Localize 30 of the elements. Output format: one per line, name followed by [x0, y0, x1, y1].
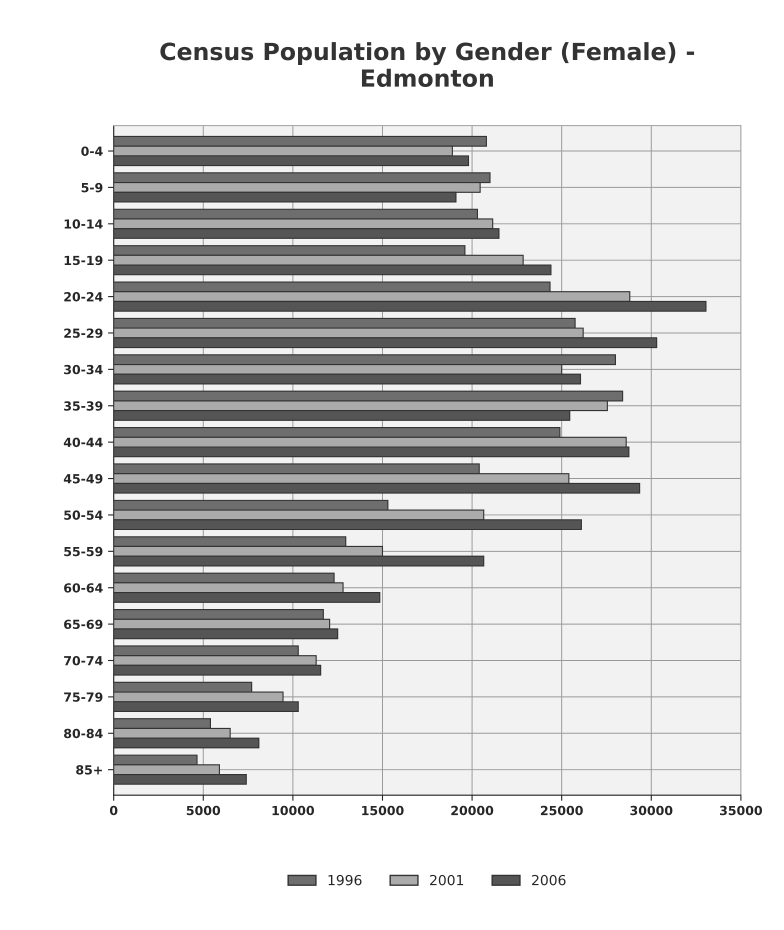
y-tick-label: 15-19 [64, 256, 102, 266]
y-tick-label: 50-54 [64, 510, 103, 520]
y-tick-label: 85+ [76, 765, 102, 775]
y-tick-label: 0-4 [81, 146, 103, 156]
y-tick-label: 55-59 [64, 546, 102, 556]
y-tick-label: 10-14 [64, 219, 103, 229]
y-tick-label: 70-74 [64, 656, 103, 666]
x-tick-label: 25000 [540, 806, 583, 816]
y-tick-label: 75-79 [64, 692, 102, 702]
y-tick-label: 45-49 [64, 474, 102, 484]
x-tick-label: 5000 [186, 806, 220, 816]
y-tick-label: 25-29 [64, 328, 102, 338]
x-tick-label: 15000 [362, 806, 404, 816]
y-tick-label: 20-24 [64, 292, 103, 302]
y-tick-label: 40-44 [64, 438, 103, 448]
y-tick-label: 35-39 [64, 401, 102, 411]
legend-label: 2006 [532, 874, 566, 886]
x-tick-label: 30000 [630, 806, 672, 816]
legend-label: 1996 [328, 874, 362, 886]
x-tick-label: 20000 [451, 806, 494, 816]
x-tick-label: 10000 [272, 806, 314, 816]
legend-label: 2001 [430, 874, 464, 886]
y-tick-label: 65-69 [64, 620, 102, 630]
y-tick-label: 5-9 [82, 182, 102, 192]
y-tick-label: 60-64 [64, 583, 103, 593]
x-tick-label: 35000 [720, 806, 762, 816]
y-tick-label: 30-34 [64, 364, 103, 374]
x-tick-label: 0 [110, 806, 118, 816]
y-tick-label: 80-84 [64, 728, 103, 738]
chart-title: Census Population by Gender (Female) - Edmonton [160, 42, 694, 87]
